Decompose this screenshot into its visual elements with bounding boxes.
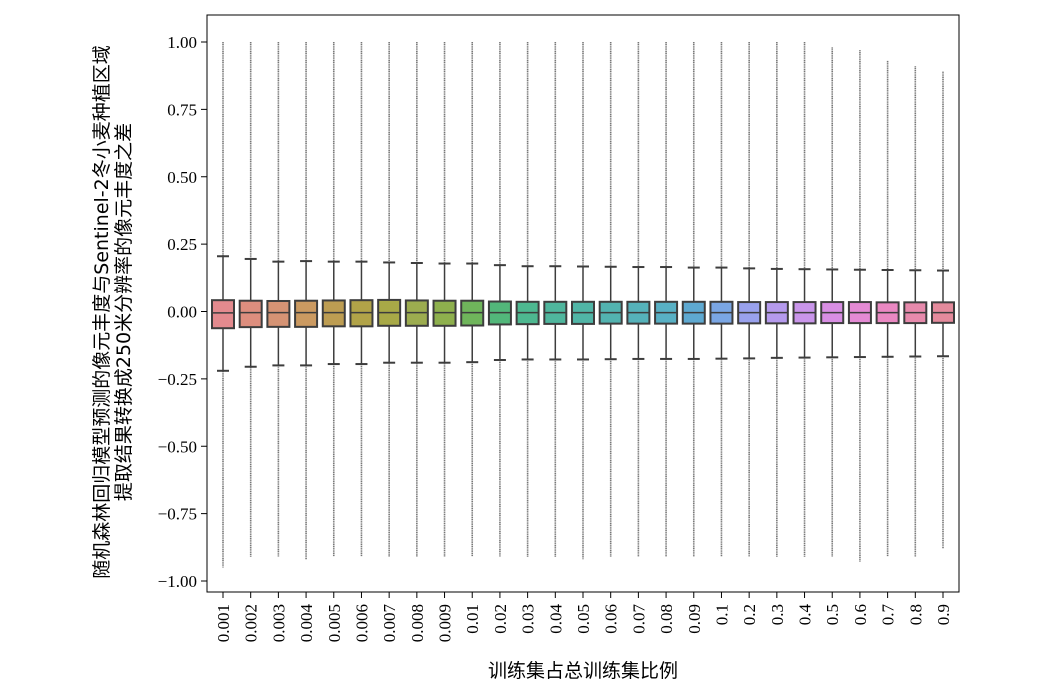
x-axis: 0.001 0.002 0.003 0.004 0.005 0.006 0.007 0.008… xyxy=(214,592,953,642)
boxes-layer xyxy=(211,42,955,568)
box-group xyxy=(792,42,817,557)
y-tick-label: 0.25 xyxy=(167,235,197,254)
x-tick-label: 0.01 xyxy=(463,604,482,634)
box-group xyxy=(460,42,485,557)
x-tick-label: 0.07 xyxy=(629,604,648,634)
box-group xyxy=(737,42,762,557)
x-tick-label: 0.05 xyxy=(574,604,593,634)
x-tick-label: 0.002 xyxy=(242,604,261,642)
box-group xyxy=(820,47,845,557)
x-tick-label: 0.6 xyxy=(851,604,870,625)
box xyxy=(321,299,346,328)
x-tick-label: 0.7 xyxy=(879,604,898,626)
y-tick-label: 0.75 xyxy=(167,100,197,119)
x-tick-label: 0.005 xyxy=(325,604,344,642)
x-tick-label: 0.08 xyxy=(657,604,676,634)
y-axis-title-line-1: 随机森林回归模型预测的像元丰度与Sentinel-2冬小麦种植区域 xyxy=(91,45,113,578)
box-group xyxy=(432,42,457,557)
box-group xyxy=(487,42,512,557)
x-tick-label: 0.006 xyxy=(352,604,371,642)
box-group xyxy=(377,42,402,557)
x-tick-label: 0.02 xyxy=(491,604,510,634)
y-axis: −1.00 −0.75 −0.50 −0.25 0.00 0.25 0.50 0.75 1.00 xyxy=(158,33,207,591)
x-tick-label: 0.007 xyxy=(380,604,399,643)
box-group xyxy=(931,71,955,549)
box-group xyxy=(681,42,706,557)
box xyxy=(294,299,319,328)
x-tick-label: 0.04 xyxy=(546,604,565,634)
x-tick-label: 0.2 xyxy=(740,604,759,625)
x-tick-label: 0.4 xyxy=(796,604,815,626)
x-tick-label: 0.06 xyxy=(602,604,621,634)
box-group xyxy=(404,42,429,557)
box-group xyxy=(847,50,872,563)
box-group xyxy=(543,42,568,557)
box-group xyxy=(654,42,679,557)
y-axis-title-line-2: 提取结果转换成250米分辨率的像元丰度之差 xyxy=(113,123,135,501)
x-tick-label: 0.5 xyxy=(823,604,842,625)
box xyxy=(266,299,291,328)
box-group xyxy=(321,42,346,557)
box xyxy=(238,299,263,329)
y-tick-label: 0.50 xyxy=(167,168,197,187)
x-tick-label: 0.003 xyxy=(269,604,288,642)
box-group xyxy=(238,42,263,557)
box-group xyxy=(349,42,374,557)
y-tick-label: −0.75 xyxy=(158,505,197,524)
box-group xyxy=(598,42,623,557)
x-tick-label: 0.008 xyxy=(408,604,427,642)
box-group xyxy=(515,42,540,557)
y-tick-label: −1.00 xyxy=(158,572,197,591)
box-group xyxy=(266,42,291,557)
x-tick-label: 0.8 xyxy=(906,604,925,625)
x-tick-label: 0.009 xyxy=(436,604,455,642)
box xyxy=(211,299,235,330)
x-tick-label: 0.1 xyxy=(712,604,731,625)
x-axis-title: 训练集占总训练集比例 xyxy=(488,660,678,682)
x-tick-label: 0.001 xyxy=(214,604,233,642)
box-group xyxy=(709,42,734,557)
y-tick-label: −0.50 xyxy=(158,437,197,456)
box-group xyxy=(903,66,928,557)
box-group xyxy=(764,42,789,557)
box-group xyxy=(211,42,235,568)
y-axis-title: 随机森林回归模型预测的像元丰度与Sentinel-2冬小麦种植区域 提取结果转换… xyxy=(91,45,135,578)
x-tick-label: 0.09 xyxy=(685,604,704,634)
y-tick-label: 1.00 xyxy=(167,33,197,52)
x-tick-label: 0.3 xyxy=(768,604,787,625)
box-group xyxy=(571,42,595,560)
box-group xyxy=(294,42,319,560)
y-tick-label: 0.00 xyxy=(167,303,197,322)
box-group xyxy=(875,60,900,557)
box-group xyxy=(626,42,651,557)
y-tick-label: −0.25 xyxy=(158,370,197,389)
x-tick-label: 0.9 xyxy=(934,604,953,625)
x-tick-label: 0.004 xyxy=(297,604,316,643)
x-tick-label: 0.03 xyxy=(519,604,538,634)
